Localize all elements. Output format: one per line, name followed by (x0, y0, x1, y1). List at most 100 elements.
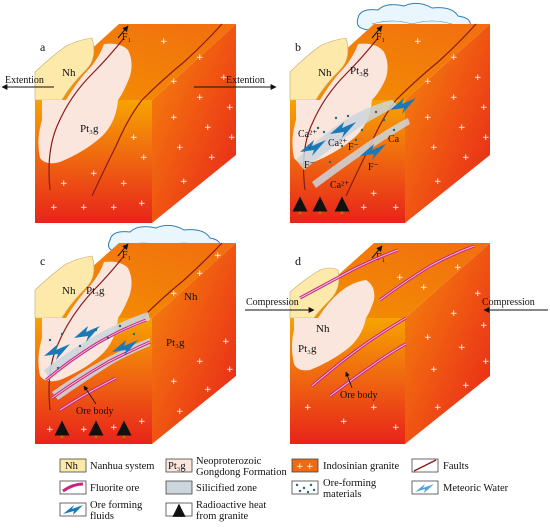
fault-dip-arrow (371, 245, 383, 259)
svg-text:+: + (176, 143, 184, 153)
legend-label: Silicified zone (196, 483, 257, 494)
nanhua-unit (34, 255, 95, 319)
legend-label: materials (323, 489, 361, 500)
svg-text:+: + (482, 357, 490, 367)
svg-text:+: + (160, 37, 168, 47)
legend-item-meteoric: Meteoric Water (411, 480, 509, 495)
svg-text:+: + (450, 93, 458, 103)
label-compression-left: Compression (246, 297, 299, 308)
legend-label: Radioactive heat (196, 500, 266, 511)
nanhua-unit (34, 37, 95, 101)
fault-symbol: F₁ (122, 32, 131, 43)
svg-text:+: + (340, 417, 348, 427)
silicified-swatch (165, 480, 193, 495)
svg-text:+: + (226, 365, 234, 375)
dots-icon (295, 483, 316, 494)
ore-forming-fluid-arrows (300, 98, 416, 160)
fault-symbol: F₁ (122, 250, 131, 261)
svg-text:+: + (140, 153, 148, 163)
legend-item-gongdong: Pt₃g Neoproterozoic Gongdong Formation (165, 456, 287, 478)
unit-label-pt: Pt₃g (86, 285, 105, 297)
svg-text:+: + (296, 462, 304, 472)
ion-label: Ca²⁺ (328, 138, 347, 149)
legend-item-silicified: Silicified zone (165, 480, 257, 495)
svg-text:+: + (370, 189, 378, 199)
ore-body-pointer (345, 371, 353, 389)
legend-item-fluorite: Fluorite ore (59, 480, 140, 495)
fluorite-vein-icon (62, 482, 84, 493)
legend-label: Gongdong Formation (196, 467, 287, 478)
svg-text:+: + (220, 73, 228, 83)
radioactive-heat-arrows (54, 420, 132, 438)
svg-text:+: + (458, 123, 466, 133)
panel-d: d F₁ Nh Pt₃g Ore body ++++ +++ +++ +++ +… (245, 243, 548, 444)
legend-label: fluids (90, 511, 114, 522)
svg-text:+: + (204, 385, 212, 395)
ore-body-pointer (83, 385, 97, 405)
svg-text:+: + (462, 153, 470, 163)
panel-letter-a: a (40, 40, 46, 54)
silicified-zone (296, 100, 398, 170)
fault-dip-arrow (371, 25, 383, 39)
gongdong-unit-front (292, 318, 366, 371)
label-extention-left: Extention (5, 75, 44, 86)
legend-item-fluids: Ore forming fluids (59, 500, 143, 522)
granite-marks: + + + + + + + + + + + + + (46, 251, 234, 435)
block-side-face (152, 24, 236, 223)
nanhua-swatch-label: Nh (65, 461, 79, 472)
svg-text:+: + (196, 93, 204, 103)
legend-label: from granite (196, 511, 249, 522)
svg-text:+: + (462, 381, 470, 391)
svg-text:+: + (360, 203, 368, 213)
gongdong-unit-top (320, 43, 388, 100)
svg-text:+: + (424, 333, 432, 343)
svg-text:+: + (196, 357, 204, 367)
legend-item-heat: Radioactive heat from granite (165, 500, 266, 522)
svg-text:+: + (110, 203, 118, 213)
panel-b: b F₁ Nh Pt₃g (289, 2, 490, 223)
svg-text:+: + (482, 133, 490, 143)
fault-dip-arrow (117, 25, 129, 39)
svg-text:+: + (222, 337, 230, 347)
granite-marks: +++ + + + + ++ +++ +++ +++ +++ (50, 37, 236, 213)
nanhua-swatch (59, 458, 87, 473)
gongdong-unit-top (66, 43, 132, 100)
unit-label-pt-right: Pt₃g (166, 337, 185, 349)
legend-label: Indosinian granite (323, 461, 399, 472)
ion-label: Ca²⁺ (330, 180, 349, 191)
legend-item-faults: Faults (411, 458, 469, 473)
granite-marks: +++ +++ +++ +++ +++ (360, 37, 490, 213)
svg-text:+: + (474, 73, 482, 83)
radioactive-heat-arrows (292, 196, 350, 214)
legend: Nh Nanhua system Pt₃g Neoproterozoic Gon… (59, 456, 509, 522)
svg-text:+: + (170, 113, 178, 123)
legend-label: Nanhua system (90, 461, 154, 472)
svg-text:+: + (396, 273, 404, 283)
panel-c: c F₁ Nh Pt₃g Nh Pt₃g (34, 224, 236, 444)
granite-marks: + + + + + + + + + + + + + + + + (304, 263, 490, 433)
fluid-arrow-icon (63, 505, 83, 515)
svg-text:+: + (214, 251, 222, 261)
svg-text:+: + (474, 289, 482, 299)
unit-label-pt: Pt₃g (80, 123, 99, 135)
fault-line (141, 23, 223, 101)
fault-line (91, 99, 143, 197)
svg-text:+: + (208, 153, 216, 163)
ion-label: F⁻ (368, 162, 379, 173)
svg-text:+: + (226, 103, 234, 113)
meteoric-water-icon (415, 484, 434, 493)
ore-body-label: Ore body (76, 406, 114, 417)
svg-text:+: + (138, 199, 146, 209)
ore-forming-material-dots (308, 110, 396, 164)
fault-line (395, 23, 477, 101)
granite-swatch (291, 458, 319, 473)
svg-text:+: + (180, 177, 188, 187)
ore-body-label: Ore body (340, 390, 378, 401)
panel-letter-b: b (295, 40, 301, 54)
svg-text:+: + (228, 133, 236, 143)
svg-text:+: + (204, 123, 212, 133)
legend-item-nanhua: Nh Nanhua system (59, 458, 154, 473)
ion-label: F⁻ (304, 160, 315, 171)
unit-label-nh: Nh (316, 323, 330, 335)
